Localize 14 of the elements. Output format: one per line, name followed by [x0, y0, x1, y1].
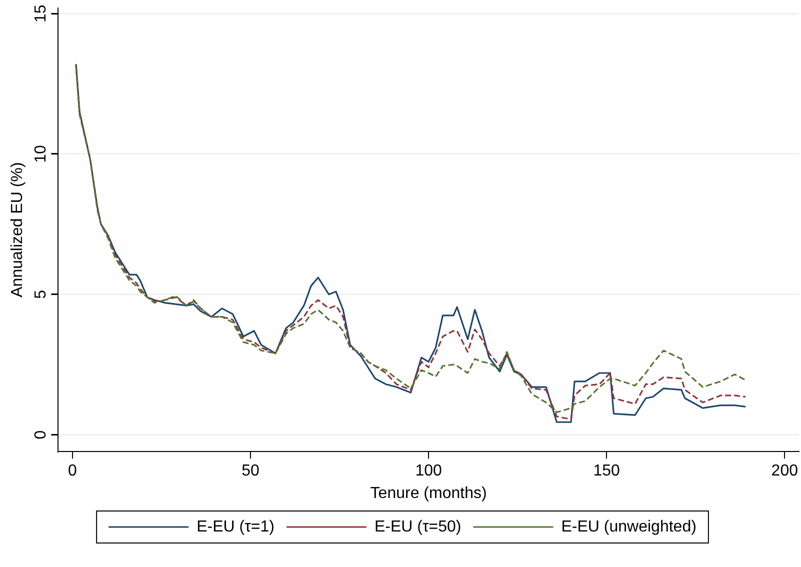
y-tick-label: 15	[32, 4, 50, 23]
x-tick-label: 0	[68, 462, 77, 480]
x-axis-title: Tenure (months)	[370, 484, 487, 502]
x-tick-label: 200	[771, 462, 798, 480]
x-tick-label: 150	[593, 462, 620, 480]
y-tick-label: 5	[32, 290, 50, 299]
legend-label: E-EU (τ=1)	[196, 518, 274, 536]
y-axis-title: Annualized EU (%)	[9, 162, 26, 298]
y-tick-label: 0	[32, 430, 50, 440]
y-tick-label: 10	[32, 144, 50, 163]
legend-label: E-EU (τ=50)	[374, 518, 462, 536]
legend-label: E-EU (unweighted)	[561, 518, 696, 536]
x-tick-label: 50	[242, 462, 260, 480]
x-tick-label: 100	[415, 462, 442, 480]
